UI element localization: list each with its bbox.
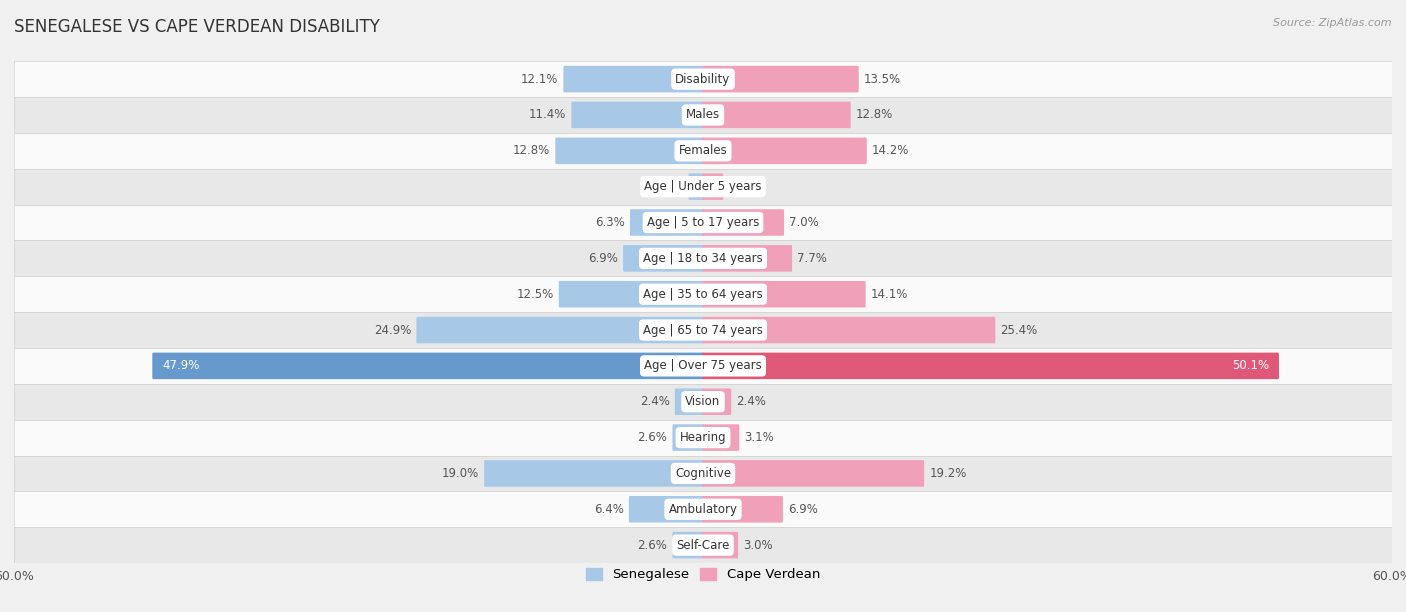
Text: 19.2%: 19.2% [929,467,966,480]
FancyBboxPatch shape [672,424,703,451]
Text: 7.0%: 7.0% [789,216,818,229]
FancyBboxPatch shape [703,532,738,558]
FancyBboxPatch shape [623,245,703,272]
Text: Females: Females [679,144,727,157]
Text: 2.6%: 2.6% [637,539,668,551]
Text: 6.3%: 6.3% [595,216,624,229]
Text: Ambulatory: Ambulatory [668,503,738,516]
Text: Source: ZipAtlas.com: Source: ZipAtlas.com [1274,18,1392,28]
FancyBboxPatch shape [675,389,703,415]
Text: 13.5%: 13.5% [863,73,901,86]
Text: 1.7%: 1.7% [728,180,758,193]
Bar [14,527,1392,563]
Text: 6.9%: 6.9% [588,252,619,265]
Text: Hearing: Hearing [679,431,727,444]
FancyBboxPatch shape [689,173,703,200]
Text: Self-Care: Self-Care [676,539,730,551]
Text: 12.8%: 12.8% [513,144,550,157]
FancyBboxPatch shape [703,389,731,415]
Text: 12.8%: 12.8% [856,108,893,121]
Text: 1.2%: 1.2% [654,180,683,193]
Text: 3.0%: 3.0% [744,539,773,551]
Text: Age | 5 to 17 years: Age | 5 to 17 years [647,216,759,229]
Text: Age | 18 to 34 years: Age | 18 to 34 years [643,252,763,265]
FancyBboxPatch shape [703,317,995,343]
Text: 2.4%: 2.4% [640,395,669,408]
Text: Age | Over 75 years: Age | Over 75 years [644,359,762,372]
Bar [14,491,1392,527]
FancyBboxPatch shape [703,424,740,451]
Text: 2.6%: 2.6% [637,431,668,444]
Bar [14,204,1392,241]
FancyBboxPatch shape [555,138,703,164]
FancyBboxPatch shape [672,532,703,558]
FancyBboxPatch shape [703,102,851,129]
Text: 12.1%: 12.1% [522,73,558,86]
FancyBboxPatch shape [703,245,792,272]
Text: 7.7%: 7.7% [797,252,827,265]
Text: 3.1%: 3.1% [744,431,775,444]
FancyBboxPatch shape [703,66,859,92]
Bar [14,384,1392,420]
Text: Vision: Vision [685,395,721,408]
FancyBboxPatch shape [703,173,723,200]
Text: 25.4%: 25.4% [1001,324,1038,337]
FancyBboxPatch shape [558,281,703,307]
FancyBboxPatch shape [416,317,703,343]
Text: 6.9%: 6.9% [787,503,818,516]
FancyBboxPatch shape [703,209,785,236]
FancyBboxPatch shape [152,353,703,379]
Bar [14,420,1392,455]
FancyBboxPatch shape [484,460,703,487]
Bar [14,61,1392,97]
Text: 6.4%: 6.4% [593,503,624,516]
Text: 19.0%: 19.0% [441,467,479,480]
Text: 47.9%: 47.9% [162,359,200,372]
Bar [14,312,1392,348]
Text: Disability: Disability [675,73,731,86]
Text: 11.4%: 11.4% [529,108,567,121]
FancyBboxPatch shape [703,460,924,487]
Text: 14.1%: 14.1% [870,288,908,300]
Bar [14,276,1392,312]
Text: 14.2%: 14.2% [872,144,910,157]
Text: 24.9%: 24.9% [374,324,412,337]
Text: Cognitive: Cognitive [675,467,731,480]
Legend: Senegalese, Cape Verdean: Senegalese, Cape Verdean [581,562,825,586]
Text: Males: Males [686,108,720,121]
Text: SENEGALESE VS CAPE VERDEAN DISABILITY: SENEGALESE VS CAPE VERDEAN DISABILITY [14,18,380,36]
FancyBboxPatch shape [571,102,703,129]
Bar [14,169,1392,204]
FancyBboxPatch shape [564,66,703,92]
FancyBboxPatch shape [630,209,703,236]
Text: 50.1%: 50.1% [1232,359,1270,372]
Text: 2.4%: 2.4% [737,395,766,408]
Bar [14,97,1392,133]
Bar [14,241,1392,276]
FancyBboxPatch shape [703,496,783,523]
Text: Age | Under 5 years: Age | Under 5 years [644,180,762,193]
Bar [14,133,1392,169]
Bar [14,455,1392,491]
Text: Age | 35 to 64 years: Age | 35 to 64 years [643,288,763,300]
Text: 12.5%: 12.5% [516,288,554,300]
Text: Age | 65 to 74 years: Age | 65 to 74 years [643,324,763,337]
Bar [14,348,1392,384]
FancyBboxPatch shape [628,496,703,523]
FancyBboxPatch shape [703,138,866,164]
FancyBboxPatch shape [703,353,1279,379]
FancyBboxPatch shape [703,281,866,307]
